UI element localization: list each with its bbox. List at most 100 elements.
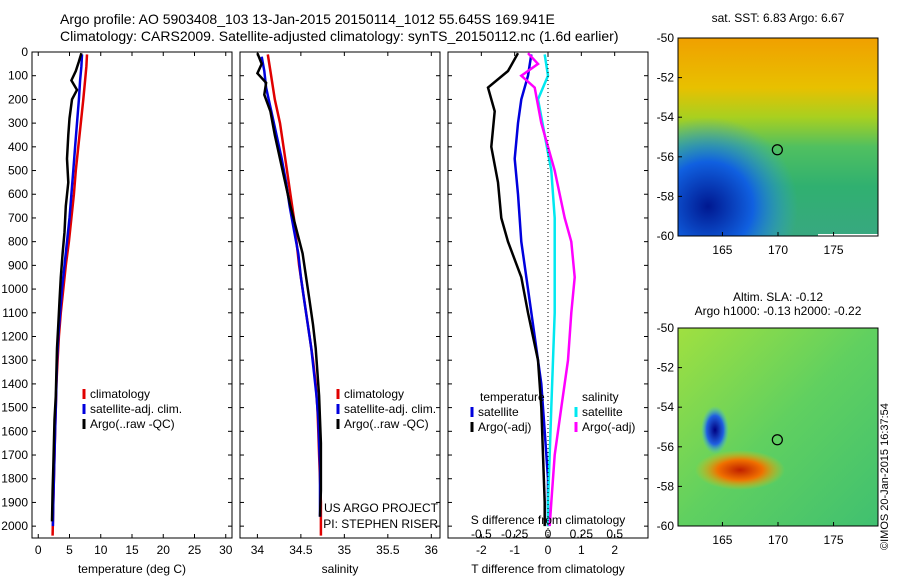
- legend-label: Argo(-adj): [478, 420, 531, 434]
- top-axis-tick-label: 0.5: [606, 527, 623, 541]
- x-tick-label: 35: [338, 543, 352, 557]
- map-y-tick-label: -50: [657, 31, 675, 45]
- x-tick-label: 1: [578, 543, 585, 557]
- map-y-tick-label: -54: [657, 400, 675, 414]
- top-axis-tick-label: -0.5: [471, 527, 492, 541]
- map-y-tick-label: -50: [657, 321, 675, 335]
- map-x-tick-label: 165: [712, 243, 732, 257]
- y-tick-label: 1100: [2, 306, 28, 320]
- difference-panel: -2 -1 0 1 2 T difference from climatology S di…: [447, 51, 649, 576]
- sst-map-panel: 165 170 175 -50 -52 -54 -56 -58 -60 sat. SST: 6.8…: [657, 11, 879, 257]
- legend-label: satellite: [582, 405, 623, 419]
- sla-map-panel: 165 170 175 -50 -52 -54 -56 -58 -60 Altim. SLA: -…: [657, 290, 879, 547]
- x-axis-label: T difference from climatology: [471, 562, 625, 576]
- legend-label: climatology: [90, 387, 150, 401]
- legend-label: Argo(-adj): [582, 420, 635, 434]
- figure-title-line2: Climatology: CARS2009. Satellite-adjuste…: [60, 28, 618, 44]
- map-y-tick-label: -56: [657, 150, 675, 164]
- series-line-argo-adj--salinity: [519, 52, 576, 527]
- x-tick-label: -1: [509, 543, 520, 557]
- temperature-panel: 0 5 10 15 20 25 30 temperature (deg C) 0 100 200 30…: [1, 45, 232, 576]
- map-y-tick-label: -60: [657, 229, 675, 243]
- map-y-tick-label: -60: [657, 519, 675, 533]
- plot-frame: [239, 51, 441, 539]
- y-tick-label: 900: [8, 258, 28, 272]
- map-y-tick-label: -56: [657, 440, 675, 454]
- sla-cold-eddy: [701, 406, 729, 454]
- y-tick-label: 1500: [1, 401, 28, 415]
- series-line-argo-raw-qc-: [255, 52, 323, 517]
- x-tick-label: 5: [66, 543, 73, 557]
- x-tick-label: 34: [251, 543, 265, 557]
- y-tick-label: 600: [8, 187, 28, 201]
- series-line-argo-adj--temperature: [486, 52, 546, 527]
- x-tick-label: 25: [188, 543, 202, 557]
- y-tick-label: 800: [8, 235, 28, 249]
- x-tick-label: 34.5: [289, 543, 313, 557]
- top-axis-tick-label: -0.25: [501, 527, 529, 541]
- map-y-tick-label: -54: [657, 110, 675, 124]
- map-x-tick-label: 175: [824, 243, 844, 257]
- y-tick-label: 1600: [1, 424, 28, 438]
- x-tick-label: 15: [125, 543, 139, 557]
- salinity-panel: 34 34.5 35 35.5 36 salinity climatologysatelli…: [239, 51, 441, 576]
- y-tick-label: 100: [8, 69, 28, 83]
- legend-label: Argo(..raw -QC): [344, 417, 429, 431]
- map-title: sat. SST: 6.83 Argo: 6.67: [712, 11, 845, 25]
- pi-annotation: PI: STEPHEN RISER: [323, 517, 438, 531]
- map-y-tick-label: -52: [657, 361, 675, 375]
- legend-label: satellite-adj. clim.: [344, 402, 436, 416]
- argo-position-marker: [771, 144, 783, 156]
- x-axis-label: temperature (deg C): [78, 562, 186, 576]
- x-tick-label: 2: [611, 543, 618, 557]
- x-tick-label: 10: [94, 543, 108, 557]
- series-line-argo-raw-qc-: [50, 52, 83, 522]
- map-y-tick-label: -58: [657, 479, 675, 493]
- map-title: Altim. SLA: -0.12: [733, 290, 823, 304]
- y-tick-label: 1300: [1, 353, 28, 367]
- y-tick-label: 300: [8, 116, 28, 130]
- top-axis-tick-label: 0: [545, 527, 552, 541]
- legend-label: satellite: [478, 405, 519, 419]
- map-subtitle: Argo h1000: -0.13 h2000: -0.22: [695, 304, 862, 318]
- x-tick-label: 36: [425, 543, 439, 557]
- figure-title-line1: Argo profile: AO 5903408_103 13-Jan-2015…: [60, 11, 555, 27]
- y-tick-label: 400: [8, 140, 28, 154]
- map-x-tick-label: 170: [768, 533, 788, 547]
- sst-no-data: [818, 234, 878, 236]
- plot-frame: [31, 51, 233, 539]
- top-axis-label: S difference from climatology: [471, 513, 626, 527]
- y-tick-label: 1400: [1, 377, 28, 391]
- x-tick-label: 0: [35, 543, 42, 557]
- series-line-satellite-temperature: [513, 54, 550, 527]
- y-tick-label: 1200: [1, 329, 28, 343]
- x-tick-label: 0: [545, 543, 552, 557]
- map-x-tick-label: 165: [712, 533, 732, 547]
- map-x-tick-label: 170: [768, 243, 788, 257]
- map-x-tick-label: 175: [824, 533, 844, 547]
- project-annotation: US ARGO PROJECT: [324, 501, 439, 515]
- y-tick-label: 200: [8, 92, 28, 106]
- y-tick-label: 1900: [1, 495, 28, 509]
- x-tick-label: 30: [219, 543, 233, 557]
- y-tick-label: 2000: [1, 519, 28, 533]
- y-tick-label: 700: [8, 211, 28, 225]
- x-axis-label: salinity: [322, 562, 359, 576]
- y-tick-label: 500: [8, 164, 28, 178]
- y-tick-label: 1000: [1, 282, 28, 296]
- map-y-tick-label: -58: [657, 189, 675, 203]
- x-tick-label: -2: [476, 543, 487, 557]
- legend-label: Argo(..raw -QC): [90, 417, 175, 431]
- x-tick-label: 35.5: [376, 543, 400, 557]
- sst-cold-region: [678, 38, 878, 236]
- sla-warm-eddy: [695, 450, 785, 490]
- y-tick-label: 1700: [1, 448, 28, 462]
- top-axis-tick-label: 0.25: [570, 527, 594, 541]
- legend-label: climatology: [344, 387, 404, 401]
- legend-temperature-title: temperature: [480, 390, 545, 404]
- imos-timestamp: ©IMOS 20-Jan-2015 16:37:54: [879, 403, 891, 550]
- legend-salinity-title: salinity: [582, 390, 619, 404]
- y-tick-label: 0: [21, 45, 28, 59]
- map-y-tick-label: -52: [657, 71, 675, 85]
